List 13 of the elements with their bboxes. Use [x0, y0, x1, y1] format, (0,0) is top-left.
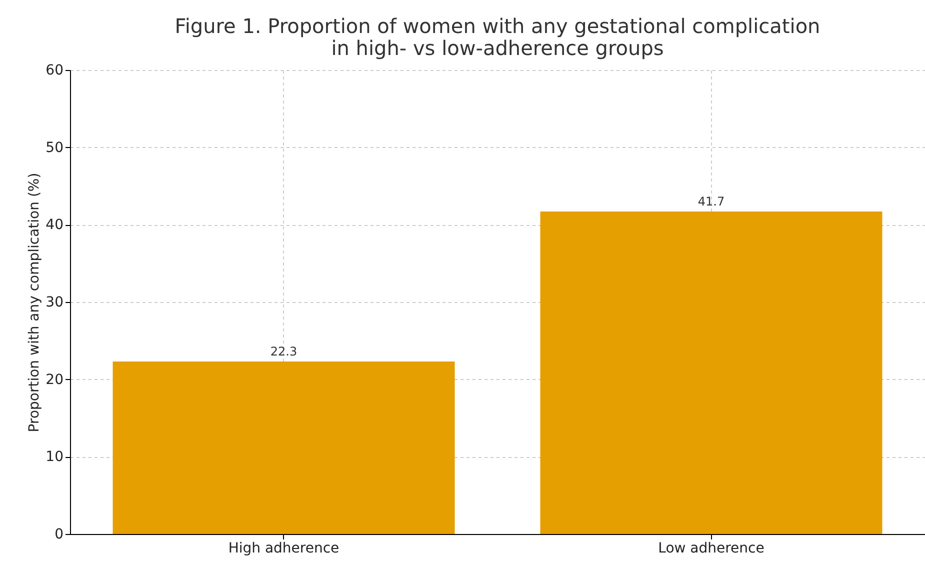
y-tick-label: 20: [46, 372, 64, 388]
y-tick-label: 50: [46, 140, 64, 156]
y-tick-label: 40: [46, 217, 64, 234]
y-tick-label: 30: [46, 294, 64, 310]
x-tick-label: High adherence: [228, 540, 340, 556]
x-tick-label: Low adherence: [658, 540, 764, 556]
chart-title: Figure 1. Proportion of women with any gestational complication in high- vs low-adherence groups: [174, 14, 820, 60]
y-tick-label: 10: [46, 449, 64, 466]
data-label: 41.7: [698, 194, 725, 209]
data-label: 22.3: [270, 344, 298, 359]
y-axis-title: Proportion with any complication (%): [26, 172, 43, 432]
y-tick-label: 0: [54, 526, 64, 542]
y-tick-label: 60: [46, 62, 64, 78]
